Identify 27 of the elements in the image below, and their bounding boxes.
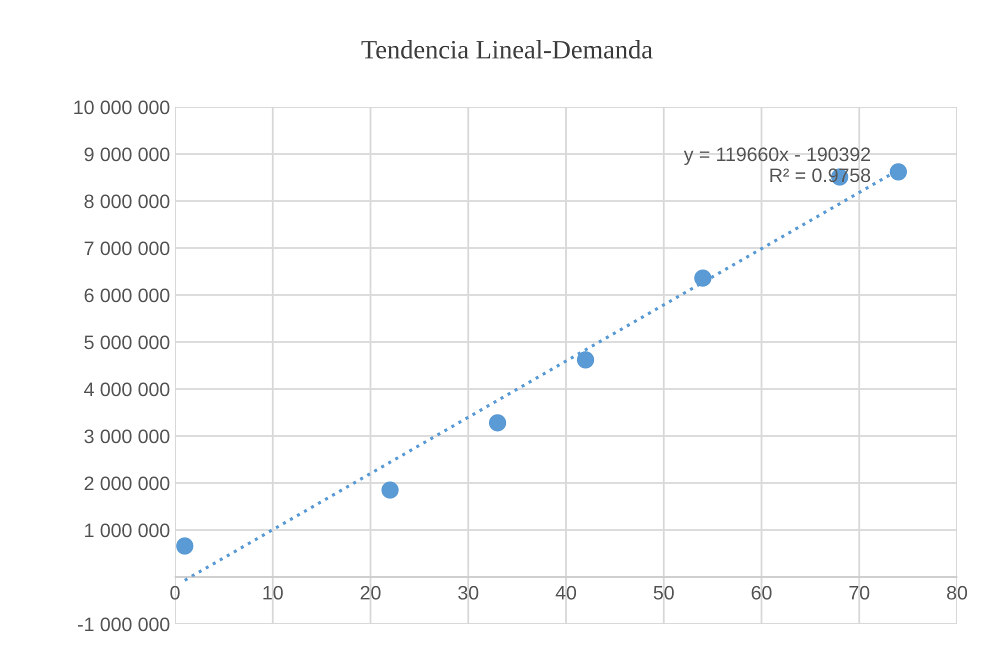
x-tick-label: 40 bbox=[556, 586, 576, 600]
y-tick-label: 4 000 000 bbox=[84, 382, 170, 396]
y-tick-label: 10 000 000 bbox=[74, 100, 170, 114]
y-tick-label: 3 000 000 bbox=[84, 429, 170, 444]
y-tick-label: 8 000 000 bbox=[84, 194, 170, 208]
x-tick-label: 30 bbox=[458, 586, 478, 600]
y-tick-label: 5 000 000 bbox=[84, 335, 170, 350]
point bbox=[694, 269, 712, 287]
point bbox=[176, 537, 194, 555]
point bbox=[576, 351, 594, 368]
x-tick-label: 20 bbox=[360, 586, 381, 600]
x-tick-label: 80 bbox=[947, 586, 968, 600]
point bbox=[381, 481, 399, 499]
x-tick-label: 60 bbox=[752, 586, 772, 600]
y-tick-label: 1 000 000 bbox=[85, 523, 170, 538]
y-tick-label: 2 000 000 bbox=[84, 476, 170, 490]
y-tick-label: -1 000 000 bbox=[78, 617, 170, 632]
x-tick-label: 50 bbox=[654, 586, 674, 600]
point bbox=[488, 414, 506, 432]
point bbox=[890, 163, 907, 180]
y-tick-label: 6 000 000 bbox=[84, 288, 170, 302]
y-tick-label: 7 000 000 bbox=[84, 241, 170, 256]
y-tick-label: 9 000 000 bbox=[84, 147, 170, 162]
x-tick-label: 10 bbox=[263, 586, 283, 600]
chart-title: Tendencia Lineal-Demanda bbox=[361, 40, 653, 59]
x-tick-label: 70 bbox=[849, 586, 870, 600]
x-tick-label: 0 bbox=[170, 586, 180, 600]
